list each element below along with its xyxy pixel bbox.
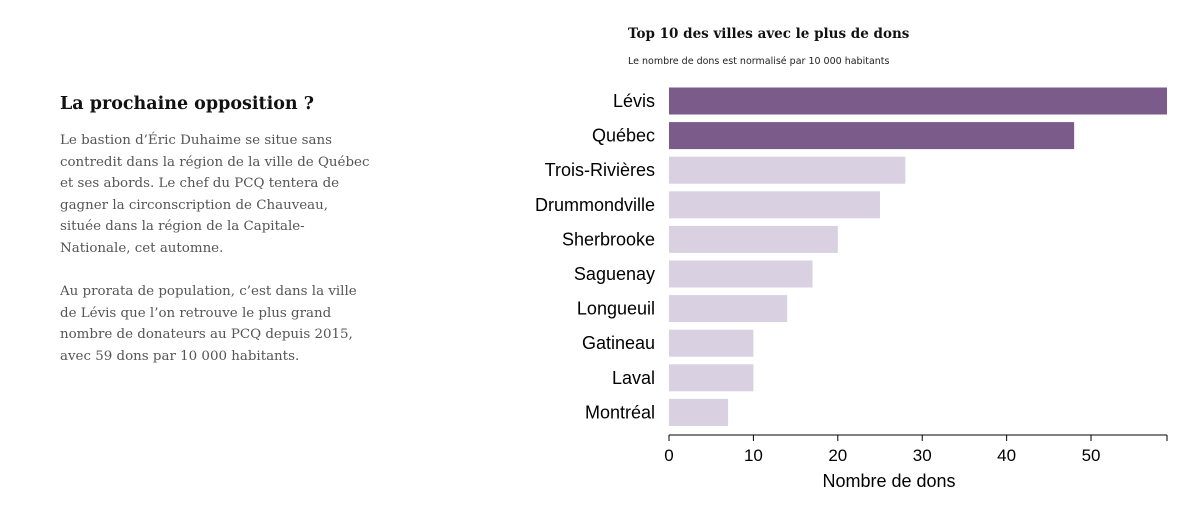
category-label-8: Laval (612, 368, 655, 388)
x-tick-label-0: 0 (664, 446, 673, 465)
bar-0 (669, 87, 1167, 115)
x-tick-label-4: 40 (997, 446, 1016, 465)
bar-4 (669, 225, 838, 253)
article-heading: La prochaine opposition ? (60, 94, 314, 114)
x-axis-title: Nombre de dons (822, 471, 955, 491)
bar-5 (669, 260, 813, 288)
chart-title: Top 10 des villes avec le plus de dons (628, 26, 910, 42)
x-tick-label-3: 30 (913, 446, 932, 465)
x-tick-label-2: 20 (828, 446, 847, 465)
category-label-3: Drummondville (535, 195, 655, 215)
category-label-0: Lévis (613, 91, 655, 111)
bar-9 (669, 398, 729, 426)
bar-3 (669, 191, 881, 219)
bar-8 (669, 364, 754, 392)
article-paragraph-1: Le bastion d’Éric Duhaime se situe sans … (60, 133, 370, 256)
bar-7 (669, 329, 754, 357)
bar-2 (669, 156, 906, 184)
category-label-9: Montréal (585, 402, 655, 422)
bar-6 (669, 295, 788, 323)
category-label-2: Trois-Rivières (545, 160, 655, 180)
category-label-1: Québec (592, 126, 655, 146)
article-paragraph-2: Au prorata de population, c’est dans la … (60, 284, 357, 364)
category-label-7: Gatineau (582, 333, 655, 353)
category-label-4: Sherbrooke (562, 229, 655, 249)
article-text: La prochaine opposition ? Le bastion d’É… (60, 92, 370, 389)
x-tick-label-1: 10 (744, 446, 763, 465)
category-label-5: Saguenay (574, 264, 655, 284)
bar-1 (669, 122, 1075, 150)
chart-subtitle: Le nombre de dons est normalisé par 10 0… (628, 56, 890, 67)
x-tick-label-5: 50 (1082, 446, 1101, 465)
category-label-6: Longueuil (577, 299, 655, 319)
